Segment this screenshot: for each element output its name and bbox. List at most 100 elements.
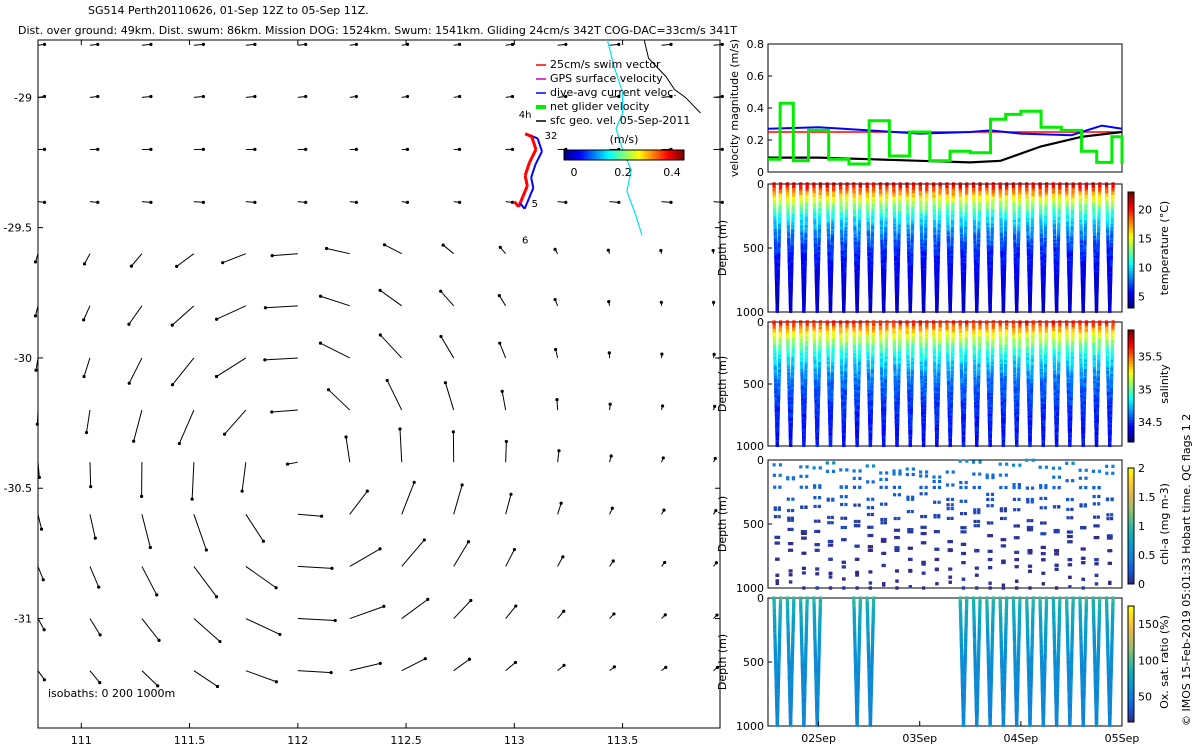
profile-sample-dot xyxy=(776,282,780,286)
colorbar-cell xyxy=(1128,250,1134,254)
profile-sample-dot xyxy=(789,279,794,283)
profile-sample-dot xyxy=(791,223,795,227)
geo-velocity-arrow xyxy=(440,336,455,359)
geo-velocity-arrow xyxy=(83,357,91,377)
colorbar-cell xyxy=(616,150,619,160)
colorbar-cell xyxy=(1128,302,1134,306)
geo-velocity-arrow xyxy=(379,289,403,307)
profile-sample-dot xyxy=(789,273,794,277)
geo-velocity-arrowhead xyxy=(405,94,410,99)
profile-sample-dot xyxy=(948,309,952,313)
colorbar-cell xyxy=(670,150,673,160)
geo-velocity-arrow xyxy=(89,566,100,588)
profile-sample-dot xyxy=(791,225,795,229)
geo-velocity-arrow xyxy=(379,334,403,359)
geo-velocity-arrowhead xyxy=(378,288,382,292)
geo-velocity-arrow xyxy=(245,618,281,635)
map-ytick-label: -30.5 xyxy=(4,482,32,495)
profile-sample-dot xyxy=(787,268,792,272)
colorbar-cell xyxy=(612,150,615,160)
geo-velocity-arrowhead xyxy=(378,661,382,666)
velocity-ytick-label: 0.6 xyxy=(747,70,765,83)
geo-velocity-arrowhead xyxy=(610,506,614,510)
geo-velocity-arrow xyxy=(320,295,350,307)
colorbar-tick-label: 0 xyxy=(571,166,578,179)
geo-velocity-arrowhead xyxy=(720,94,724,99)
geo-velocity-arrowhead xyxy=(177,441,181,446)
geo-velocity-arrowhead xyxy=(510,200,515,204)
colorbar-cell xyxy=(566,150,569,160)
geo-velocity-arrow xyxy=(89,670,101,683)
geo-velocity-arrowhead xyxy=(285,462,290,466)
geo-velocity-arrowhead xyxy=(190,497,194,501)
colorbar-tick-label: 10 xyxy=(1138,261,1152,274)
profile-sample-dot xyxy=(790,263,794,267)
profile-sample-dot xyxy=(777,245,781,249)
profile-sample-dot xyxy=(777,221,782,226)
geo-velocity-arrowhead xyxy=(34,368,38,372)
geo-velocity-arrowhead xyxy=(37,475,41,479)
profile-sample-dot xyxy=(772,194,776,199)
colorbar-cell xyxy=(586,150,589,160)
colorbar-cell xyxy=(680,150,683,160)
colorbar-cell xyxy=(654,150,657,160)
geo-velocity-arrowhead xyxy=(498,341,502,345)
geo-velocity-arrowhead xyxy=(509,492,513,496)
colorbar-cell xyxy=(1128,232,1134,236)
profile-sample-dot xyxy=(792,185,796,190)
geo-velocity-arrowhead xyxy=(559,501,563,505)
profile-sample-dot xyxy=(776,272,780,276)
velocity-ytick-label: 0.4 xyxy=(747,102,765,115)
profile-sample-dot xyxy=(777,255,781,260)
colorbar-label: temperature (°C) xyxy=(1158,201,1171,295)
geo-velocity-arrowhead xyxy=(96,147,100,151)
profile-sample-dot xyxy=(787,257,791,261)
colorbar-cell xyxy=(592,150,595,160)
geo-velocity-arrow xyxy=(505,494,512,515)
geo-velocity-arrow xyxy=(271,409,298,413)
profile-sample-dot xyxy=(790,266,794,270)
geo-velocity-arrow xyxy=(89,462,92,487)
geo-velocity-arrowhead xyxy=(253,147,257,151)
profile-sample-dot xyxy=(777,241,781,245)
geo-velocity-arrowhead xyxy=(608,402,612,406)
colorbar-cell xyxy=(682,150,685,160)
profile-sample-dot xyxy=(787,264,792,269)
geo-velocity-arrow xyxy=(505,549,515,567)
map-xtick-label: 111 xyxy=(71,734,92,747)
map-xtick-label: 111.5 xyxy=(174,734,206,747)
velocity-series-line xyxy=(768,101,1124,166)
geo-velocity-arrowhead xyxy=(42,147,47,151)
colorbar-tick-label: 20 xyxy=(1138,203,1152,216)
geo-velocity-arrow xyxy=(272,253,298,257)
profile-sample-dot xyxy=(773,212,777,217)
geo-velocity-arrowhead xyxy=(149,42,153,46)
geo-velocity-arrowhead xyxy=(457,147,462,151)
profile-sample-dot xyxy=(774,266,778,270)
profile-sample-dot xyxy=(775,306,780,310)
geo-velocity-arrowhead xyxy=(564,200,568,204)
swim-track-segment xyxy=(530,135,538,150)
map-ytick-label: -30 xyxy=(14,352,32,365)
geo-velocity-arrowhead xyxy=(333,618,337,623)
geo-velocity-arrowhead xyxy=(669,94,673,99)
geo-velocity-arrowhead xyxy=(720,200,724,204)
geo-velocity-arrowhead xyxy=(354,200,358,204)
geo-velocity-arrow xyxy=(399,428,403,463)
geo-velocity-arrowhead xyxy=(97,585,101,589)
isobath-1000m xyxy=(606,39,643,236)
profile-sample-dot xyxy=(786,198,790,202)
profile-sample-dot xyxy=(774,248,778,252)
profile-sample-dot xyxy=(789,272,794,276)
colorbar-cell xyxy=(634,150,637,160)
profile-sample-dot xyxy=(787,234,791,238)
map-xtick-label: 112 xyxy=(287,734,308,747)
profile-sample-dot xyxy=(775,309,779,313)
geo-velocity-arrow xyxy=(297,513,322,517)
profile-sample-dot xyxy=(791,214,795,218)
profile-sample-dot xyxy=(786,227,791,231)
profile-sample-dot xyxy=(1094,309,1099,313)
colorbar-cell xyxy=(1128,255,1134,260)
geo-velocity-arrowhead xyxy=(439,334,443,339)
profile-sample-dot xyxy=(789,289,793,294)
